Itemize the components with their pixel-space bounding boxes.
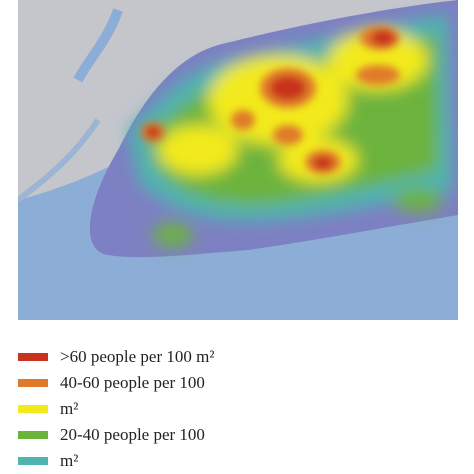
legend-item: >60 people per 100 m² [18, 344, 458, 370]
legend-label: 20-40 people per 100 [60, 425, 205, 444]
legend-label: m² [60, 451, 79, 470]
legend-item: 20-40 people per 100 [18, 422, 458, 448]
legend-item: m² [18, 396, 458, 422]
legend-label: >60 people per 100 m² [60, 347, 215, 366]
legend-swatch [18, 457, 48, 465]
legend-swatch [18, 431, 48, 439]
river [18, 118, 101, 203]
legend-swatch [18, 379, 48, 387]
legend-swatch [18, 405, 48, 413]
legend-swatch [18, 353, 48, 361]
legend-item: m² [18, 448, 458, 474]
legend-label: 40-60 people per 100 [60, 373, 205, 392]
legend-item: 40-60 people per 100 [18, 370, 458, 396]
river [73, 8, 123, 83]
heat-map [18, 0, 458, 320]
legend: >60 people per 100 m² 40-60 people per 10… [18, 344, 458, 474]
legend-label: m² [60, 399, 79, 418]
hotspots [141, 26, 400, 174]
